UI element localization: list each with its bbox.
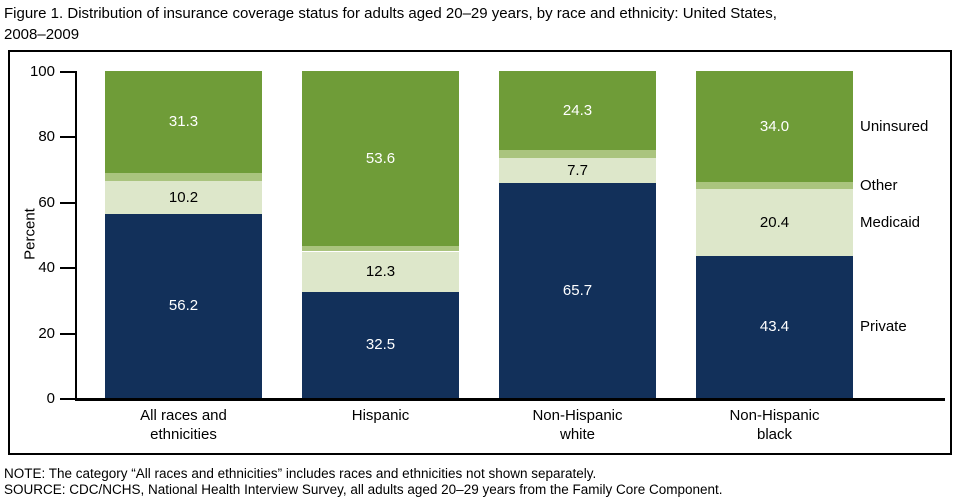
y-axis-tick [60, 267, 75, 270]
y-axis-tick [60, 201, 75, 204]
y-axis-tick [60, 136, 75, 139]
bar-segment-uninsured [696, 71, 853, 183]
legend-label-other: Other [860, 176, 898, 194]
legend-label-uninsured: Uninsured [860, 117, 929, 135]
value-label-private: 43.4 [759, 318, 790, 336]
value-label-private: 32.5 [365, 335, 396, 353]
bar-segment-medicaid [499, 157, 656, 184]
figure-title-line1: Figure 1. Distribution of insurance cove… [4, 5, 777, 22]
bar-segment-private [105, 214, 262, 398]
value-label-uninsured: 34.0 [759, 117, 790, 135]
value-label-private: 56.2 [168, 297, 199, 315]
figure-title-line2: 2008–2009 [4, 26, 80, 43]
bar-segment-uninsured [105, 71, 262, 174]
y-axis-tick-label: 20 [38, 324, 55, 342]
bar-segment-uninsured [302, 71, 459, 247]
value-label-medicaid: 20.4 [759, 213, 790, 231]
y-axis-title: Percent [21, 208, 39, 260]
chart-frame: 0 20 40 60 80 100 56.2 10.2 31.3 All races and et… [8, 50, 952, 455]
x-axis-line [75, 398, 945, 401]
bar-segment-other [499, 150, 656, 158]
plot-area: 0 20 40 60 80 100 56.2 10.2 31.3 All races and et… [10, 52, 950, 453]
y-axis-tick-label: 40 [38, 259, 55, 277]
bar-segment-other [105, 173, 262, 181]
value-label-private: 65.7 [562, 281, 593, 299]
y-axis-tick-label: 0 [46, 390, 55, 407]
figure-title: Figure 1. Distribution of insurance cove… [4, 3, 950, 45]
bar-segment-other [302, 246, 459, 252]
category-label: Non-Hispanic black [729, 407, 820, 443]
source-text: SOURCE: CDC/NCHS, National Health Interv… [4, 482, 723, 497]
footnotes: NOTE: The category “All races and ethnic… [4, 466, 956, 498]
bar-segment-private [302, 291, 459, 398]
bar-segment-medicaid [696, 189, 853, 257]
value-label-medicaid: 7.7 [567, 161, 588, 179]
value-label-medicaid: 10.2 [168, 188, 199, 206]
value-label-medicaid: 12.3 [365, 262, 396, 280]
y-axis-tick-label: 100 [29, 63, 55, 80]
category-label: Hispanic [351, 407, 410, 424]
note-text: NOTE: The category “All races and ethnic… [4, 466, 597, 481]
y-axis-tick-label: 80 [38, 128, 55, 146]
value-label-uninsured: 31.3 [168, 113, 199, 131]
category-label: All races and ethnicities [140, 407, 227, 443]
bar-segment-medicaid [302, 251, 459, 292]
bar-segment-other [696, 182, 853, 190]
bar-segment-private [499, 183, 656, 398]
bar-segment-private [696, 256, 853, 398]
value-label-uninsured: 24.3 [562, 101, 593, 119]
y-axis-tick [60, 332, 75, 335]
y-axis-line [75, 71, 77, 401]
value-label-uninsured: 53.6 [365, 149, 396, 167]
bar-segment-medicaid [105, 180, 262, 215]
legend-label-private: Private [860, 318, 907, 336]
bar-segment-uninsured [499, 71, 656, 151]
y-axis-tick [60, 71, 75, 73]
category-label: Non-Hispanic white [532, 407, 623, 443]
y-axis-tick-label: 60 [38, 193, 55, 211]
legend-label-medicaid: Medicaid [860, 213, 921, 231]
y-axis-tick [60, 398, 75, 400]
